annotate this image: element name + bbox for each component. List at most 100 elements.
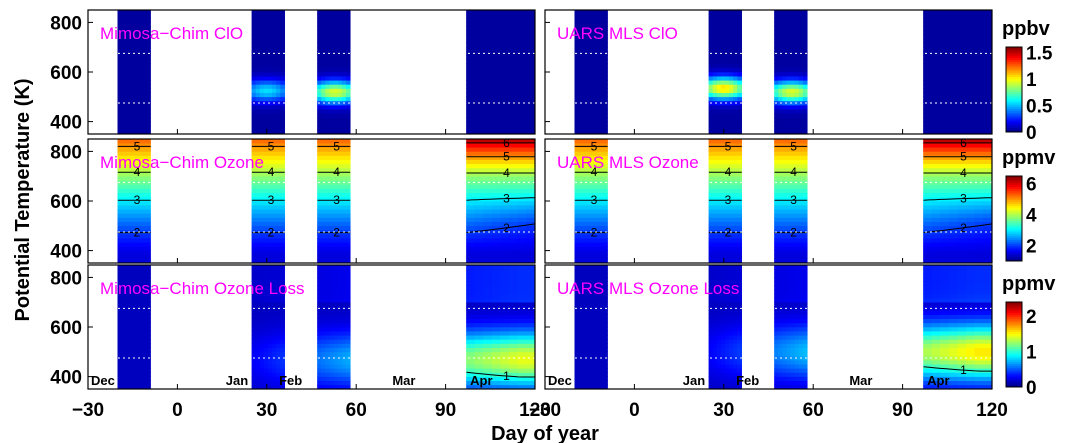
heatmap-cell — [146, 175, 151, 181]
heatmap-cell — [272, 250, 277, 256]
heatmap-cell — [137, 96, 143, 102]
heatmap-cell — [500, 330, 510, 336]
heatmap-cell — [255, 301, 261, 307]
heatmap-cell — [137, 330, 143, 336]
heatmap-cell — [599, 30, 604, 36]
heatmap-cell — [142, 117, 147, 122]
heatmap-cell — [466, 92, 476, 98]
colorbar-swatch — [1006, 213, 1022, 217]
heatmap-cell — [774, 79, 779, 85]
heatmap-cell — [983, 59, 992, 65]
heatmap-cell — [720, 171, 726, 177]
heatmap-cell — [325, 310, 331, 315]
heatmap-cell — [337, 22, 343, 27]
heatmap-cell — [574, 142, 580, 148]
heatmap-cell — [774, 167, 779, 173]
heatmap-cell — [146, 213, 151, 218]
contour-label: 5 — [268, 139, 275, 153]
heatmap-cell — [146, 237, 151, 243]
heatmap-cell — [129, 225, 135, 231]
heatmap-cell — [121, 254, 127, 260]
heatmap-cell — [137, 326, 143, 332]
heatmap-cell — [931, 129, 941, 134]
heatmap-cell — [317, 139, 322, 144]
heatmap-cell — [948, 221, 959, 227]
heatmap-cell — [517, 175, 527, 181]
heatmap-cell — [778, 34, 783, 40]
heatmap-cell — [317, 250, 322, 256]
heatmap-cell — [948, 155, 959, 160]
contour-label: 3 — [960, 192, 967, 206]
heatmap-cell — [983, 146, 992, 152]
heatmap-cell — [599, 188, 604, 194]
heatmap-cell — [923, 117, 933, 122]
heatmap-cell — [983, 204, 992, 210]
heatmap-cell — [474, 310, 484, 315]
heatmap-cell — [272, 192, 277, 198]
heatmap-cell — [500, 229, 510, 235]
heatmap-cell — [133, 213, 139, 218]
heatmap-cell — [341, 151, 347, 156]
heatmap-cell — [786, 237, 792, 243]
heatmap-cell — [272, 146, 277, 152]
heatmap-cell — [786, 46, 792, 52]
heatmap-cell — [931, 75, 941, 81]
heatmap-cell — [720, 51, 726, 56]
heatmap-cell — [948, 108, 959, 114]
heatmap-cell — [259, 359, 265, 365]
heatmap-cell — [790, 71, 796, 77]
heatmap-cell — [931, 159, 941, 165]
heatmap-cell — [133, 125, 139, 131]
heatmap-cell — [948, 180, 959, 185]
heatmap-cell — [957, 167, 967, 173]
heatmap-cell — [582, 63, 588, 69]
heatmap-cell — [782, 217, 788, 222]
heatmap-cell — [517, 34, 527, 40]
heatmap-cell — [586, 92, 592, 98]
heatmap-cell — [603, 188, 608, 194]
colorbar-swatch — [1006, 93, 1022, 97]
heatmap-cell — [794, 104, 800, 110]
heatmap-cell — [712, 139, 718, 144]
heatmap-cell — [737, 34, 742, 40]
heatmap-cell — [251, 59, 257, 65]
heatmap-cell — [345, 104, 351, 110]
heatmap-cell — [720, 184, 726, 189]
heatmap-cell — [737, 59, 742, 65]
heatmap-cell — [333, 359, 339, 365]
heatmap-cell — [599, 84, 604, 89]
heatmap-cell — [974, 26, 984, 31]
heatmap-cell — [974, 121, 984, 127]
heatmap-cell — [263, 13, 269, 19]
heatmap-cell — [133, 22, 139, 27]
heatmap-cell — [712, 22, 718, 27]
heatmap-cell — [594, 92, 600, 98]
heatmap-cell — [948, 192, 959, 198]
heatmap-cell — [466, 84, 476, 89]
heatmap-cell — [121, 67, 127, 73]
heatmap-cell — [345, 326, 351, 332]
heatmap-cell — [137, 322, 143, 328]
heatmap-cell — [733, 237, 738, 243]
heatmap-cell — [142, 159, 147, 165]
heatmap-cell — [255, 297, 261, 303]
heatmap-cell — [720, 38, 726, 44]
heatmap-cell — [716, 139, 722, 144]
heatmap-cell — [341, 204, 347, 210]
heatmap-cell — [729, 63, 734, 69]
heatmap-cell — [737, 26, 742, 31]
heatmap-cell — [137, 351, 143, 357]
heatmap-cell — [321, 67, 326, 73]
heatmap-cell — [931, 221, 941, 227]
heatmap-cell — [733, 108, 738, 114]
heatmap-cell — [782, 208, 788, 214]
colorbar-swatch — [1006, 82, 1022, 86]
heatmap-cell — [782, 225, 788, 231]
heatmap-cell — [121, 368, 127, 373]
heatmap-cell — [948, 10, 959, 15]
heatmap-cell — [720, 146, 726, 152]
heatmap-cell — [574, 17, 580, 23]
heatmap-cell — [337, 384, 343, 389]
heatmap-cell — [325, 343, 331, 348]
heatmap-cell — [786, 88, 792, 93]
